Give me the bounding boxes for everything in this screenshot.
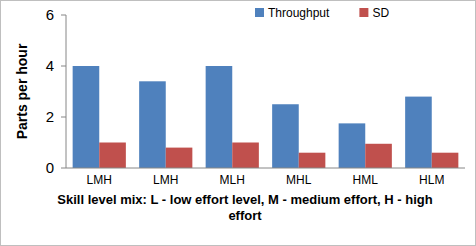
x-tick-label: LMH <box>87 173 112 187</box>
y-tick <box>61 168 66 169</box>
bar <box>166 148 193 168</box>
x-tick-label: HML <box>353 173 379 187</box>
bar <box>232 143 259 169</box>
x-axis-line <box>66 168 465 169</box>
x-tick-label: MHL <box>286 173 312 187</box>
bar <box>405 97 432 168</box>
legend-label: SD <box>372 6 389 20</box>
x-tick-label: LMH <box>153 173 178 187</box>
bar <box>206 66 233 168</box>
bar <box>339 123 366 168</box>
y-tick-label: 6 <box>46 6 54 23</box>
bar <box>299 153 326 168</box>
y-tick-label: 4 <box>46 57 54 74</box>
y-tick <box>61 117 66 118</box>
y-tick <box>61 15 66 16</box>
bars <box>73 66 459 168</box>
y-tick <box>61 66 66 67</box>
x-axis-label: Skill level mix: L - low effort level, M… <box>40 192 450 224</box>
y-axis-line <box>66 15 67 168</box>
bar <box>365 144 392 168</box>
legend-label: Throughput <box>268 6 330 20</box>
legend-swatch <box>359 8 368 17</box>
x-tick-label: HLM <box>419 173 444 187</box>
y-tick-label: 2 <box>46 108 54 125</box>
bar <box>139 81 166 168</box>
y-axis-label: Parts per hour <box>14 43 30 139</box>
x-tick-label: MLH <box>220 173 245 187</box>
legend-swatch <box>255 8 264 17</box>
y-tick-label: 0 <box>46 159 54 176</box>
bar <box>432 153 459 168</box>
bar <box>272 104 299 168</box>
bar <box>73 66 100 168</box>
bar <box>99 143 126 169</box>
